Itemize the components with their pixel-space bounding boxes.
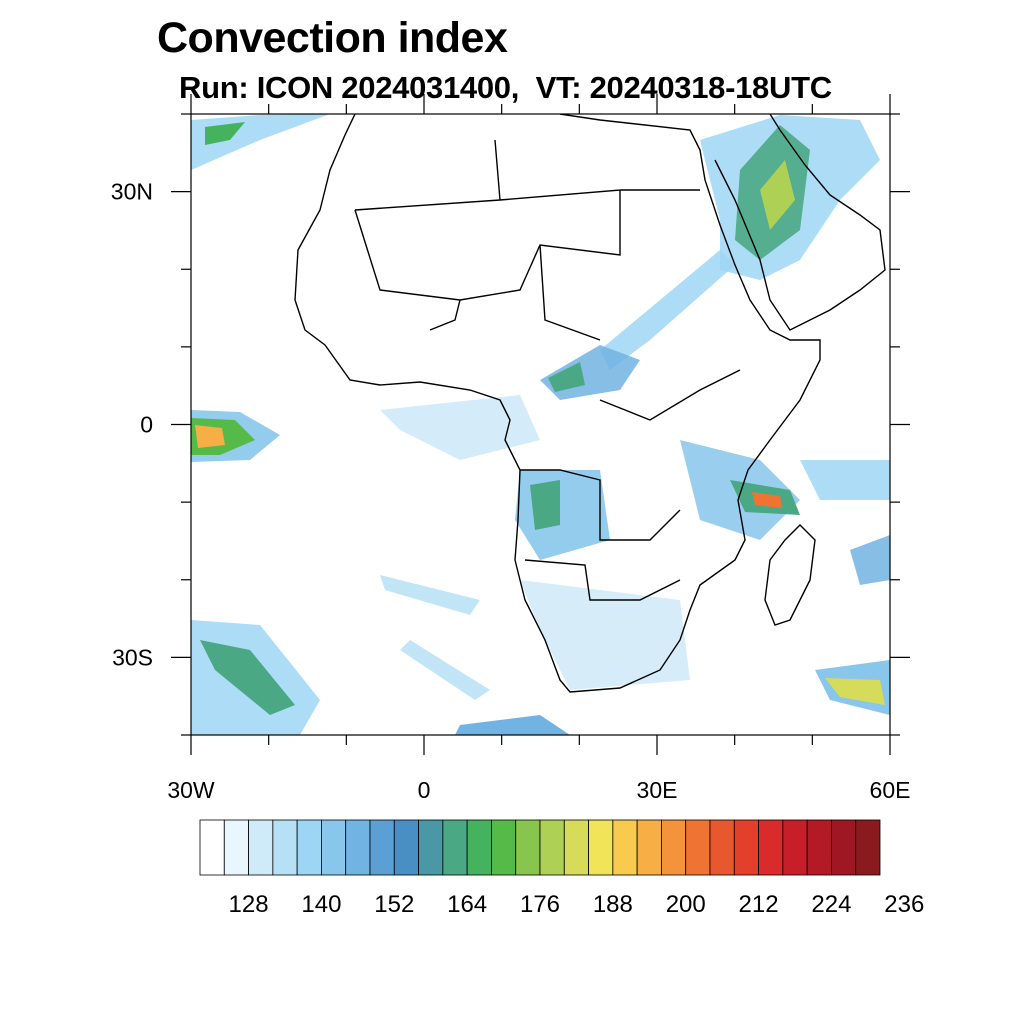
colorbar-swatch xyxy=(636,819,662,876)
colorbar-label: 236 xyxy=(884,891,924,918)
field-region-south-atlantic-streak xyxy=(380,575,480,615)
colorbar xyxy=(199,819,881,876)
colorbar-swatch xyxy=(466,819,492,876)
colorbar-swatch xyxy=(248,819,274,876)
field-region-northwest-core xyxy=(205,122,245,145)
field-region-angola-core xyxy=(530,480,560,530)
colorbar-swatch xyxy=(612,819,638,876)
field-region-angola xyxy=(515,470,610,560)
colorbar-swatch xyxy=(661,819,687,876)
colorbar-swatch xyxy=(782,819,808,876)
field-region-south-atlantic-streak-2 xyxy=(400,640,490,700)
colorbar-swatch xyxy=(369,819,395,876)
axis-tick-labels: 30N 0 30S 30W 0 30E 60E xyxy=(111,179,911,803)
field-region-west-equator-hot xyxy=(195,425,225,448)
field-region-indian-ocean-south xyxy=(850,535,890,585)
colorbar-swatch xyxy=(733,819,759,876)
field-region-central-core xyxy=(548,362,585,392)
colorbar-swatch xyxy=(272,819,298,876)
field-region-indian-ocean xyxy=(800,460,890,500)
colorbar-swatch xyxy=(588,819,614,876)
coastlines xyxy=(294,114,886,693)
colorbar-label: 176 xyxy=(520,891,560,918)
map-title: Convection index xyxy=(157,14,508,62)
lon-tick-label: 0 xyxy=(418,777,431,803)
lon-tick-label: 30E xyxy=(637,777,678,803)
colorbar-swatch xyxy=(199,819,225,876)
colorbar-swatch xyxy=(685,819,711,876)
convection-field xyxy=(191,114,890,735)
field-region-arabia-hot xyxy=(760,160,795,230)
colorbar-label: 224 xyxy=(811,891,851,918)
colorbar-label: 140 xyxy=(301,891,341,918)
colorbar-swatch xyxy=(758,819,784,876)
colorbar-swatch xyxy=(515,819,541,876)
lat-tick-label: 30S xyxy=(112,644,153,670)
africa-coastline xyxy=(294,114,821,693)
field-region-tanzania-hot xyxy=(752,492,782,508)
colorbar-swatch xyxy=(539,819,565,876)
colorbar-labels: 128 140 152 164 176 188 200 212 224 236 xyxy=(229,891,925,918)
field-region-guinea xyxy=(380,395,540,460)
field-region-sudan-band xyxy=(600,250,735,370)
lat-tick-label: 0 xyxy=(140,412,153,438)
arabia-coastline xyxy=(714,114,886,331)
colorbar-swatch xyxy=(393,819,419,876)
colorbar-swatch xyxy=(321,819,347,876)
map-subtitle: Run: ICON 2024031400, VT: 20240318-18UTC xyxy=(179,70,832,105)
colorbar-label: 212 xyxy=(739,891,779,918)
colorbar-swatch xyxy=(831,819,857,876)
colorbar-swatch xyxy=(418,819,444,876)
field-region-southwest-core xyxy=(200,640,295,715)
colorbar-swatch xyxy=(563,819,589,876)
colorbar-swatch xyxy=(491,819,517,876)
field-region-south-streak xyxy=(455,715,570,735)
colorbar-swatch xyxy=(223,819,249,876)
colorbar-label: 128 xyxy=(229,891,269,918)
colorbar-swatch xyxy=(296,819,322,876)
country-borders xyxy=(354,139,741,601)
colorbar-swatch xyxy=(806,819,832,876)
colorbar-label: 164 xyxy=(447,891,487,918)
lon-tick-label: 60E xyxy=(870,777,911,803)
colorbar-swatch xyxy=(709,819,735,876)
colorbar-label: 188 xyxy=(593,891,633,918)
axis-ticks xyxy=(171,94,910,755)
colorbar-swatch xyxy=(442,819,468,876)
colorbar-swatch xyxy=(855,819,881,876)
field-region-south-africa xyxy=(520,580,690,690)
colorbar-label: 200 xyxy=(666,891,706,918)
colorbar-swatch xyxy=(345,819,371,876)
field-region-southeast-core xyxy=(825,678,885,705)
madagascar-coastline xyxy=(764,524,816,626)
colorbar-label: 152 xyxy=(374,891,414,918)
lat-tick-label: 30N xyxy=(111,179,153,205)
lon-tick-label: 30W xyxy=(167,777,215,803)
